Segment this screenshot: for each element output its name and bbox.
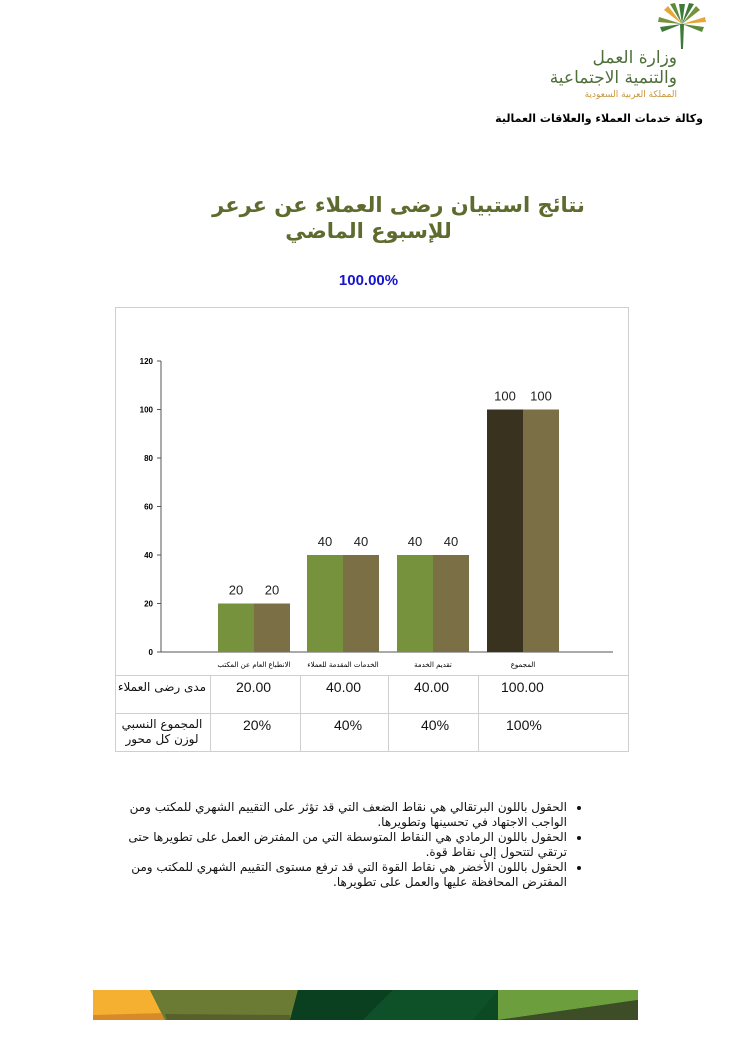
chart: 0 20 40 60 80 100 120 20 20 الانطباع العام عن الم… (115, 307, 629, 676)
logo-line2: والتنمية الاجتماعية (549, 68, 677, 88)
y-tick-label: 80 (144, 454, 153, 463)
data-label: 20 (265, 583, 279, 598)
table-divider (478, 676, 479, 751)
bar (218, 603, 254, 652)
logo-line3: المملكة العربية السعودية (584, 90, 677, 100)
row-label: مدى رضى العملاء (117, 680, 207, 694)
data-label: 40 (318, 534, 332, 549)
data-label: 40 (408, 534, 422, 549)
bar-chart-svg: 0 20 40 60 80 100 120 20 20 الانطباع العام عن الم… (140, 357, 613, 669)
table-cell: 100.00 (501, 679, 544, 695)
note-item: الحقول باللون البرتقالي هي نقاط الضعف ال… (125, 800, 567, 830)
data-label: 40 (444, 534, 458, 549)
bar (254, 603, 290, 652)
bar (307, 555, 343, 652)
x-tick-label: الخدمات المقدمة للعملاء (307, 661, 378, 669)
table-divider (388, 676, 389, 751)
agency-name: وكالة خدمات العملاء والعلاقات العمالية (495, 112, 703, 125)
data-label: 40 (354, 534, 368, 549)
title-line1: نتائج استبيان رضى العملاء عن عرعر (212, 193, 585, 217)
bar (487, 409, 523, 652)
y-tick-label: 40 (144, 551, 153, 560)
footer-band (93, 990, 638, 1020)
overall-percent: 100.00% (338, 272, 399, 289)
table-cell: 20% (243, 717, 272, 733)
page-title: نتائج استبيان رضى العملاء عن عرعر للإسبو… (0, 192, 737, 244)
results-table: مدى رضى العملاء 20.00 40.00 40.00 100.00… (115, 675, 629, 752)
bar (433, 555, 469, 652)
ministry-logo-icon (658, 3, 706, 49)
table-cell: 40.00 (414, 679, 450, 695)
y-tick-label: 60 (144, 503, 153, 512)
table-cell: 40% (421, 717, 450, 733)
note-item: الحقول باللون الرمادي هي النقاط المتوسطة… (125, 830, 567, 860)
y-tick-label: 100 (140, 406, 154, 415)
table-divider (300, 676, 301, 751)
data-label: 100 (530, 389, 552, 404)
table-cell: 20.00 (236, 679, 272, 695)
table-cell: 100% (506, 717, 542, 733)
bar (343, 555, 379, 652)
note-item: الحقول باللون الأخضر هي نقاط القوة التي … (125, 860, 567, 890)
table-divider (210, 676, 211, 751)
logo-line1: وزارة العمل (592, 48, 677, 68)
x-tick-label: الانطباع العام عن المكتب (217, 661, 290, 669)
x-tick-label: تقديم الخدمة (414, 661, 452, 669)
bar (523, 409, 559, 652)
y-tick-label: 0 (149, 648, 154, 657)
ministry-logo-text: وزارة العمل والتنمية الاجتماعية المملكة … (550, 48, 677, 102)
title-line2: للإسبوع الماضي (285, 219, 452, 243)
table-cell: 40% (334, 717, 363, 733)
y-tick-label: 120 (140, 357, 154, 366)
x-tick-label: المجموع (511, 661, 536, 669)
table-divider (116, 713, 628, 714)
bar (397, 555, 433, 652)
data-label: 20 (229, 583, 243, 598)
row-label: المجموع النسبي لوزن كل محور (121, 717, 203, 746)
y-tick-label: 20 (144, 600, 153, 609)
table-cell: 40.00 (326, 679, 362, 695)
data-label: 100 (494, 389, 516, 404)
notes: الحقول باللون البرتقالي هي نقاط الضعف ال… (125, 800, 589, 890)
